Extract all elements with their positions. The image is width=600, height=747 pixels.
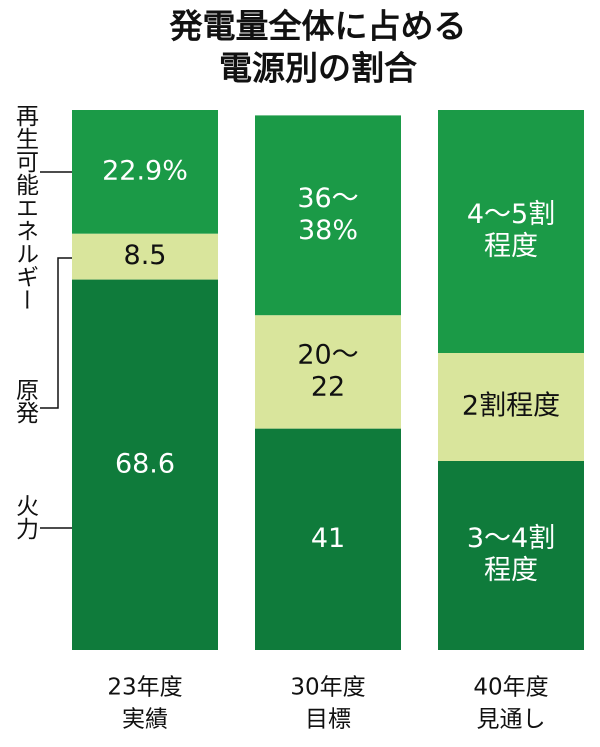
chart-title: 発電量全体に占める: [170, 7, 467, 46]
bar-segment: [72, 279, 218, 650]
value-label: 2割程度: [462, 391, 560, 422]
bar-segment: [72, 110, 218, 234]
value-label: 3～4割: [467, 523, 555, 554]
value-label: 38%: [298, 215, 358, 246]
legend-label: 再生可能エネルギー: [12, 104, 40, 311]
value-label: 36～: [297, 183, 358, 214]
legend-label: 火力: [12, 494, 39, 540]
bar-segment: [255, 428, 401, 650]
x-tick-label: 23年度: [107, 675, 182, 701]
value-label: 程度: [484, 231, 538, 262]
value-label: 22.9%: [102, 155, 188, 186]
bar-segment: [255, 315, 401, 429]
value-label: 68.6: [115, 448, 175, 479]
legend-connector: [40, 257, 72, 409]
value-label: 41: [311, 523, 345, 554]
x-tick-label: 実績: [122, 707, 168, 733]
x-tick-label: 目標: [305, 707, 351, 733]
x-tick-label: 見通し: [477, 707, 546, 733]
chart-title: 電源別の割合: [219, 49, 417, 88]
legend-brackets: [40, 171, 72, 529]
bar-segment: [438, 461, 584, 650]
value-label: 20～: [297, 339, 358, 370]
value-label: 8.5: [124, 240, 167, 271]
x-tick-label: 30年度: [290, 675, 365, 701]
x-tick-label: 40年度: [473, 675, 548, 701]
bar-segment: [72, 233, 218, 280]
value-label: 4～5割: [467, 199, 555, 230]
bar-segment: [255, 115, 401, 316]
bar-segment: [438, 110, 584, 353]
bar-segment: [438, 353, 584, 461]
value-label: 22: [311, 371, 345, 402]
value-label: 程度: [484, 555, 538, 586]
legend-label: 原発: [12, 378, 40, 424]
